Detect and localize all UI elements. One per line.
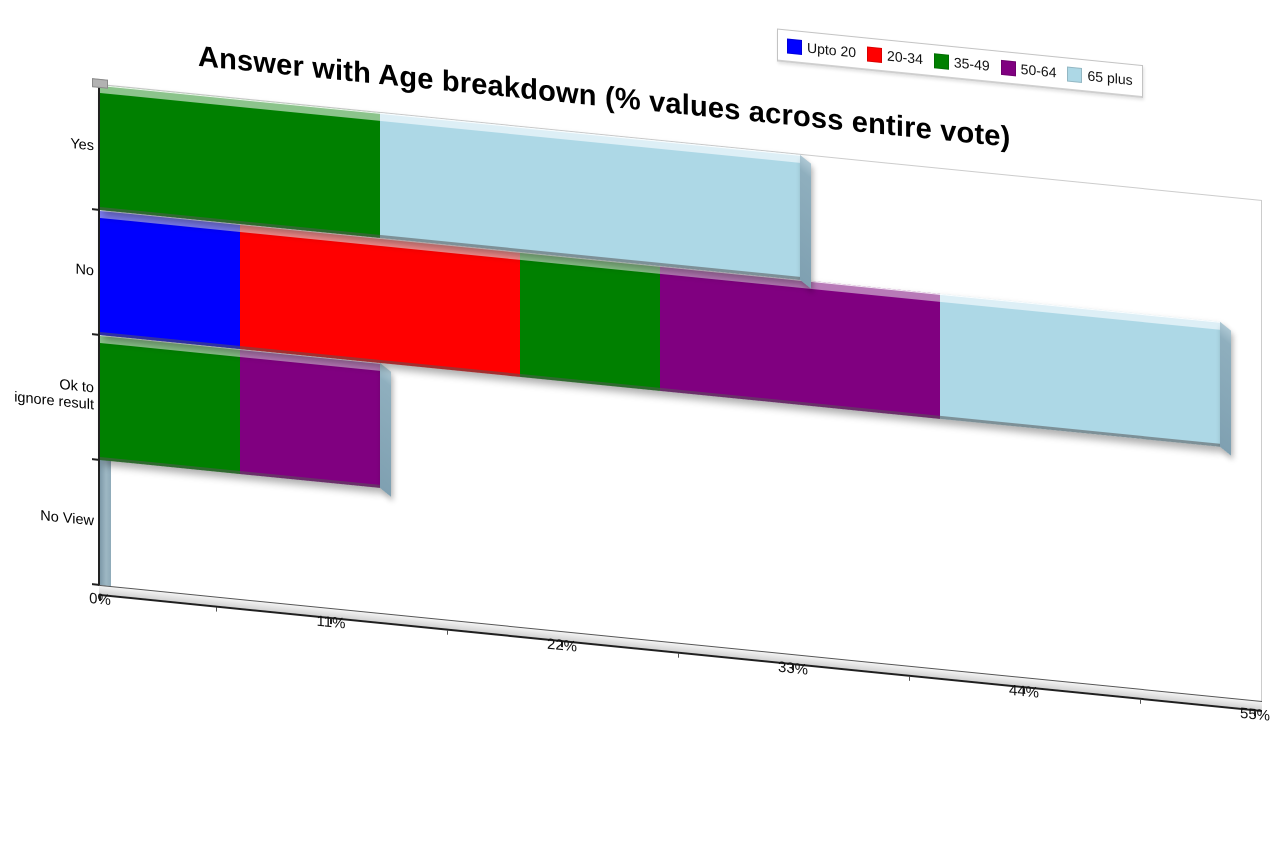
y-tick <box>92 458 99 461</box>
legend-item: 20-34 <box>867 46 923 68</box>
legend: Upto 20 20-34 35-49 50-64 65 plus <box>777 28 1143 99</box>
legend-label: 20-34 <box>887 47 923 68</box>
row-label: No <box>75 261 94 280</box>
legend-swatch-65-plus <box>1067 66 1083 83</box>
bar-side-face <box>380 362 391 497</box>
bar-segment <box>660 265 940 419</box>
x-tick-label: 55% <box>1239 704 1271 725</box>
legend-label: 50-64 <box>1020 60 1057 81</box>
bar-segment <box>940 293 1220 447</box>
legend-item: Upto 20 <box>787 38 857 61</box>
y-tick <box>92 583 99 586</box>
bar-side-face <box>1220 321 1231 456</box>
legend-item: 50-64 <box>1000 59 1057 81</box>
x-minor-tick <box>1140 699 1141 704</box>
bar-segment <box>100 334 240 474</box>
legend-label: Upto 20 <box>807 39 857 61</box>
y-tick <box>92 333 99 336</box>
legend-label: 35-49 <box>953 54 990 74</box>
legend-swatch-20-34 <box>867 46 883 63</box>
bar-segment <box>100 209 240 349</box>
legend-swatch-50-64 <box>1000 59 1016 76</box>
row-label: Ok to ignore result <box>14 376 94 413</box>
legend-swatch-35-49 <box>933 52 949 70</box>
segment-top-highlight <box>100 84 380 121</box>
x-minor-tick <box>216 607 217 612</box>
row-label: No View <box>40 508 94 530</box>
bar-side-face <box>800 154 811 289</box>
x-minor-tick <box>678 653 679 658</box>
x-axis-slab <box>99 584 1262 712</box>
legend-item: 65 plus <box>1067 66 1133 89</box>
legend-label: 65 plus <box>1087 67 1133 89</box>
segment-top-highlight <box>940 293 1220 330</box>
y-tick <box>92 208 99 211</box>
bar-segment <box>240 348 380 488</box>
y-axis-wall-cap <box>92 78 108 89</box>
legend-swatch-upto-20 <box>787 38 802 55</box>
bar-segment <box>520 251 660 391</box>
x-minor-tick <box>909 676 910 681</box>
plot-frame-right <box>1261 199 1262 710</box>
x-minor-tick <box>447 630 448 635</box>
row-label: Yes <box>70 136 94 155</box>
legend-item: 35-49 <box>933 52 990 74</box>
